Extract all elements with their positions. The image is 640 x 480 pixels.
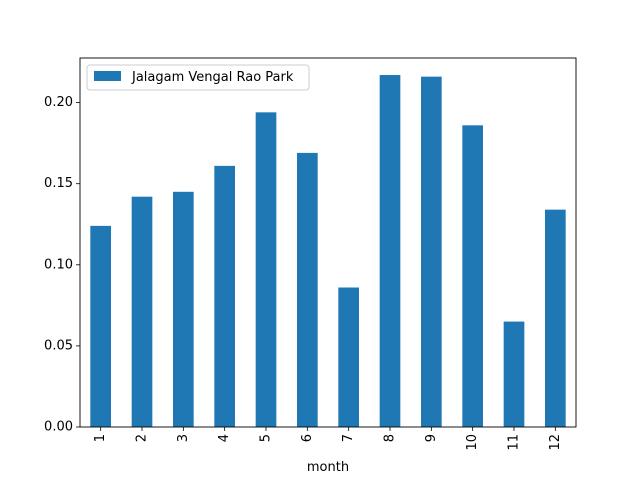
legend-box	[86, 64, 310, 91]
x-axis-ticks: 1 2 3 4 5 6 7 8 9 10 11 12	[93, 427, 563, 451]
bar-month-10	[462, 125, 483, 427]
bar-month-2	[131, 196, 153, 427]
y-axis-ticks: 0.00 0.05 0.10 0.15 0.20	[44, 95, 80, 435]
y-tick-label: 0.15	[44, 176, 73, 191]
x-tick-label: 7	[341, 434, 356, 442]
legend-swatch	[94, 71, 121, 81]
y-tick-label: 0.10	[44, 257, 73, 272]
bar-month-11	[503, 321, 525, 427]
bar-month-7	[338, 287, 359, 427]
x-tick-label: 6	[300, 434, 315, 442]
x-tick-label: 1	[93, 434, 108, 442]
x-tick-label: 2	[135, 434, 150, 442]
x-tick-label: 12	[548, 434, 563, 451]
y-tick-label: 0.05	[44, 338, 73, 353]
x-tick-label: 5	[259, 434, 274, 442]
plot-frame	[79, 57, 577, 428]
x-tick-label: 3	[176, 434, 191, 442]
y-tick-label: 0.20	[44, 95, 73, 110]
bar-month-1	[90, 225, 111, 427]
bar-month-8	[379, 75, 401, 427]
bar-month-9	[421, 76, 442, 428]
axes	[79, 57, 577, 428]
x-tick-label: 11	[507, 434, 522, 451]
bar-month-12	[545, 209, 566, 427]
x-axis-label: month	[307, 460, 349, 475]
legend: Jalagam Vengal Rao Park	[86, 64, 310, 91]
bar-month-6	[297, 152, 318, 427]
x-tick-label: 9	[424, 434, 439, 442]
y-tick-label: 0.00	[44, 420, 73, 435]
bar-month-4	[214, 165, 235, 428]
bar-group	[90, 75, 566, 428]
bar-month-5	[255, 112, 277, 427]
x-tick-label: 8	[383, 434, 398, 442]
legend-label: Jalagam Vengal Rao Park	[131, 70, 294, 85]
x-tick-label: 10	[465, 434, 480, 451]
bar-month-3	[173, 191, 194, 427]
x-tick-label: 4	[217, 434, 232, 442]
